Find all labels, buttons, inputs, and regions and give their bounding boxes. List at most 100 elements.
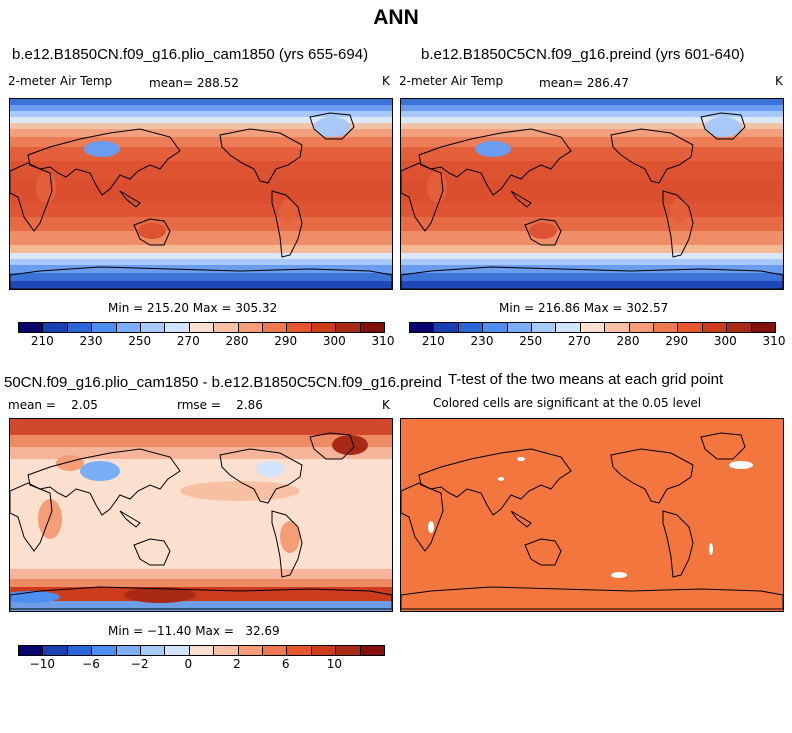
colorbar-swatch [654, 323, 679, 332]
significant-area [401, 419, 783, 611]
not-significant-cell [517, 457, 525, 461]
difference-band [10, 569, 392, 579]
difference-anomaly [124, 587, 196, 603]
africa-warm-region [427, 171, 447, 203]
temperature-band [401, 137, 783, 147]
colorbar-swatch [458, 323, 484, 332]
coastline [27, 128, 181, 196]
coastline [401, 162, 444, 232]
panel3-min-max: Min = −11.40 Max = 32.69 [108, 624, 280, 638]
colorbar-tick-label: 290 [665, 334, 689, 348]
temperature-band [10, 105, 392, 111]
colorbar-tick-label: 270 [176, 334, 200, 348]
coastline [10, 266, 392, 289]
difference-band [10, 587, 392, 601]
temperature-band [401, 273, 783, 281]
colorbar-swatch [141, 646, 166, 655]
temperature-band [401, 203, 783, 217]
panel2-mean: mean= 286.47 [539, 76, 629, 90]
colorbar-swatch [727, 323, 752, 332]
temperature-band [10, 281, 392, 289]
not-significant-cell [709, 543, 713, 555]
temperature-band [401, 99, 783, 105]
temperature-band [10, 259, 392, 265]
panel1-min-max: Min = 215.20 Max = 305.32 [108, 301, 278, 315]
panel1-title: b.e12.B1850CN.f09_g16.plio_cam1850 (yrs … [12, 46, 369, 63]
temperature-band [10, 231, 392, 245]
temperature-band [10, 123, 392, 129]
temperature-band [401, 245, 783, 253]
colorbar-swatch [263, 323, 288, 332]
coastline [418, 448, 572, 516]
colorbar-tick-label: 2 [233, 657, 241, 671]
colorbar-swatch [141, 323, 166, 332]
temperature-band [401, 265, 783, 273]
colorbar-swatch [287, 646, 312, 655]
difference-band [10, 579, 392, 587]
coastline [662, 510, 694, 578]
difference-band [10, 447, 392, 459]
coastline [133, 538, 171, 566]
difference-band [10, 435, 392, 447]
not-significant-cell [428, 521, 434, 533]
temperature-band [10, 253, 392, 259]
coastline [401, 266, 783, 289]
difference-anomaly [38, 499, 62, 539]
colorbar-tick-label: 230 [79, 334, 103, 348]
colorbar-swatch [483, 323, 508, 332]
colorbar-swatch [43, 323, 68, 332]
panel2-temperature-map [400, 98, 784, 290]
temperature-band [10, 111, 392, 117]
coastline [662, 190, 694, 258]
temperature-band [401, 231, 783, 245]
temperature-band [401, 129, 783, 137]
panel3-rmse: rmse = 2.86 [177, 398, 263, 412]
difference-anomaly [280, 521, 300, 553]
greenland-cold-region [314, 117, 350, 137]
colorbar-swatch [751, 323, 776, 332]
colorbar-tick-label: −10 [29, 657, 55, 671]
figure-title: ANN [373, 6, 419, 29]
difference-band [10, 601, 392, 611]
africa-warm-region [36, 171, 56, 203]
coastline [418, 128, 572, 196]
temperature-band [401, 259, 783, 265]
temperature-band [10, 137, 392, 147]
colorbar-tick-label: 0 [184, 657, 193, 671]
colorbar-tick-label: 210 [30, 334, 54, 348]
colorbar-swatch [336, 323, 361, 332]
temperature-band [401, 217, 783, 231]
colorbar-tick-label: 230 [470, 334, 494, 348]
temperature-band [401, 111, 783, 117]
colorbar-swatch [19, 323, 44, 332]
temperature-band [10, 129, 392, 137]
temperature-band [401, 281, 783, 289]
temperature-band [401, 105, 783, 111]
panel3-title: 50CN.f09_g16.plio_cam1850 - b.e12.B1850C… [4, 374, 442, 391]
colorbar-swatch [580, 323, 606, 332]
colorbar-tick-label: 280 [616, 334, 640, 348]
colorbar-tick-label: 310 [762, 334, 786, 348]
panel2-min-max: Min = 216.86 Max = 302.57 [499, 301, 669, 315]
temperature-band [10, 273, 392, 281]
greenland-cold-region [705, 117, 741, 137]
colorbar-swatch [287, 323, 312, 332]
colorbar-swatch [360, 646, 385, 655]
colorbar-swatch [92, 323, 117, 332]
panel1-mean: mean= 288.52 [149, 76, 239, 90]
colorbar-tick-label: 210 [421, 334, 445, 348]
difference-band [10, 459, 392, 569]
panel1-colorbar [18, 322, 385, 333]
colorbar-swatch [434, 323, 459, 332]
colorbar-swatch [238, 646, 264, 655]
coastline [401, 482, 444, 552]
colorbar-tick-label: 6 [281, 657, 290, 671]
colorbar-swatch [629, 323, 655, 332]
colorbar-swatch [214, 646, 239, 655]
panel1-units: K [382, 74, 390, 88]
colorbar-swatch [116, 646, 142, 655]
temperature-band [401, 123, 783, 129]
temperature-band [10, 245, 392, 253]
coastline [524, 538, 562, 566]
australia-warm-region [138, 223, 166, 239]
